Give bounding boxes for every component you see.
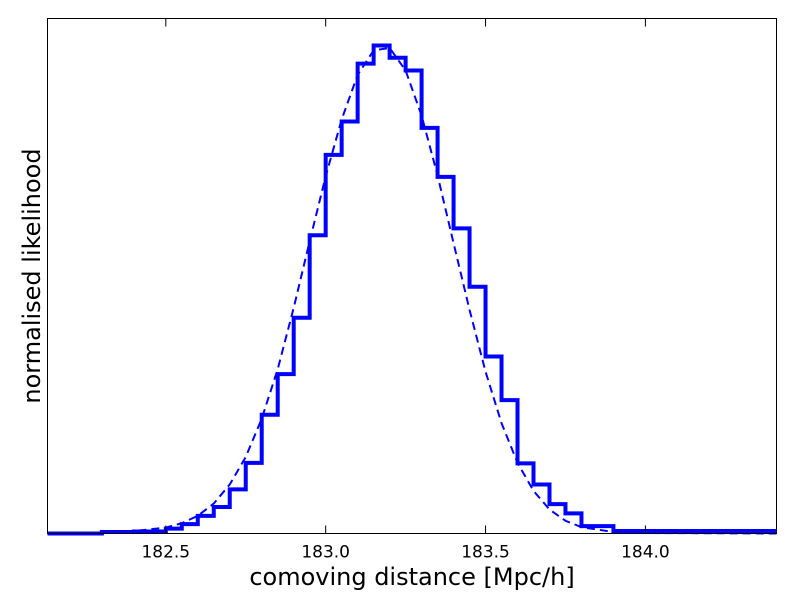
dashed-fit-line [47, 46, 777, 535]
x-tick-label: 183.5 [461, 543, 510, 563]
x-tick-label: 183.0 [301, 543, 350, 563]
ticks-layer: 182.5 183.0 183.5 184.0 [141, 18, 670, 563]
x-tick-label: 182.5 [141, 543, 190, 563]
plot-area [47, 18, 777, 534]
y-axis-title: normalised likelihood [18, 148, 46, 403]
plot-layer [47, 43, 777, 536]
plot-frame [47, 18, 777, 534]
x-axis-title: comoving distance [Mpc/h] [249, 563, 574, 591]
x-tick-label: 184.0 [621, 543, 670, 563]
